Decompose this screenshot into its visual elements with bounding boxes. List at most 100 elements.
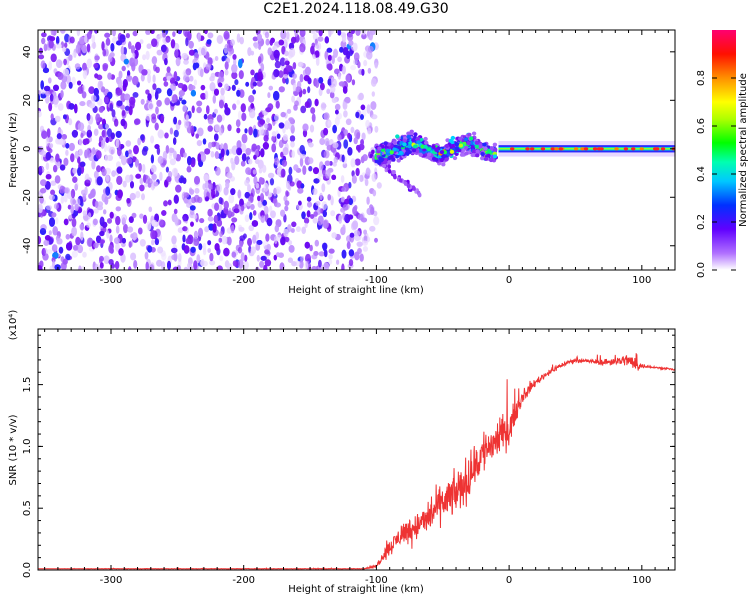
heatmap-cell (273, 49, 280, 59)
heatmap-cell (178, 253, 182, 262)
heatmap-cell (231, 84, 236, 91)
heatmap-cell (341, 196, 345, 203)
heatmap-cell (347, 147, 353, 156)
heatmap-cell (79, 223, 84, 231)
heatmap-cell (398, 178, 403, 183)
y-tick-label: 0.5 (22, 500, 33, 516)
heatmap-cell (227, 236, 232, 246)
heatmap-cell (131, 52, 136, 59)
heatmap-cell (71, 76, 76, 86)
heatmap-cell (367, 127, 372, 135)
heatmap-cell (338, 214, 343, 224)
heatmap-cell (267, 47, 273, 56)
heatmap-cell (171, 247, 178, 254)
heatmap-cell (312, 54, 316, 59)
colorbar-tick-label: 0.6 (696, 118, 707, 134)
heatmap-cell (151, 173, 157, 181)
heatmap-cell (214, 243, 220, 251)
heatmap-cell (213, 108, 218, 114)
heatmap-cell (381, 164, 387, 168)
heatmap-cell (174, 215, 179, 225)
heatmap-cell (99, 262, 104, 269)
heatmap-cell (244, 128, 248, 134)
heatmap-cell (227, 124, 232, 132)
heatmap-cell (362, 154, 368, 162)
heatmap-cell (55, 217, 59, 225)
heatmap-cell (252, 36, 258, 42)
heatmap-cell (190, 221, 194, 227)
heatmap-cell (118, 80, 123, 88)
heatmap-cell (284, 50, 289, 57)
heatmap-cell (93, 242, 99, 249)
carrier-peak (599, 147, 604, 151)
heatmap-cell (189, 188, 195, 195)
heatmap-cell (129, 96, 136, 105)
heatmap-cell (285, 190, 289, 198)
heatmap-cell (183, 192, 190, 198)
heatmap-cell (354, 158, 361, 166)
heatmap-cell (190, 89, 196, 97)
heatmap-cell (259, 126, 264, 135)
heatmap-cell (256, 80, 263, 87)
heatmap-cell (63, 114, 67, 120)
heatmap-cell (343, 129, 349, 136)
heatmap-cell (238, 226, 245, 232)
heatmap-cell (123, 58, 129, 65)
line-exponent-label: (x10⁴) (8, 310, 19, 341)
heatmap-cell (312, 217, 318, 224)
heatmap-cell (148, 206, 153, 213)
heatmap-cell (64, 187, 70, 194)
heatmap-cell (65, 234, 71, 240)
heatmap-cell (63, 42, 68, 48)
heatmap-cell (219, 231, 224, 238)
heatmap-cell (93, 87, 99, 96)
heatmap-cell (406, 183, 411, 189)
heatmap-cell (469, 136, 474, 141)
heatmap-cell (242, 233, 247, 239)
heatmap-cell (103, 142, 107, 153)
heatmap-cell (82, 138, 88, 146)
heatmap-cell (121, 217, 126, 226)
heatmap-cell (203, 113, 208, 120)
heatmap-cell (240, 160, 246, 167)
heatmap-cell (244, 214, 250, 223)
heatmap-cell (342, 86, 348, 94)
heatmap-cell (122, 79, 128, 88)
heatmap-cell (98, 106, 104, 113)
heatmap-cell (152, 74, 156, 83)
heatmap-cell (106, 229, 110, 239)
heatmap-cell (376, 149, 381, 154)
heatmap-cell (260, 63, 265, 72)
heatmap-cell (274, 60, 281, 69)
heatmap-cell (141, 69, 148, 76)
heatmap-cell (99, 216, 105, 227)
heatmap-cell (65, 253, 71, 261)
heatmap-cell (324, 36, 329, 44)
heatmap-cell (204, 226, 210, 233)
heatmap-cell (308, 142, 314, 148)
heatmap-cell (185, 68, 192, 76)
heatmap-cell (407, 144, 412, 149)
heatmap-cell (313, 211, 318, 217)
heatmap-cell (291, 261, 297, 267)
heatmap-cell (262, 199, 267, 206)
heatmap-cell (240, 204, 245, 212)
heatmap-cell (226, 172, 233, 179)
heatmap-cell (294, 100, 299, 107)
heatmap-cell (282, 147, 289, 156)
heatmap-cell (147, 182, 152, 188)
heatmap-cell (153, 181, 159, 187)
heatmap-cell (441, 153, 447, 158)
heatmap-cell (318, 30, 323, 37)
heatmap-cell (271, 143, 277, 153)
y-tick-label: -20 (22, 189, 33, 205)
heatmap-cell (297, 61, 304, 68)
heatmap-cell (265, 38, 270, 46)
heatmap-cell (338, 81, 345, 87)
heatmap-cell (115, 215, 121, 226)
heatmap-cell (173, 208, 178, 215)
heatmap-cell (105, 186, 111, 196)
heatmap-cell (366, 104, 371, 114)
heatmap-cell (193, 79, 197, 86)
heatmap-cell (230, 39, 235, 46)
